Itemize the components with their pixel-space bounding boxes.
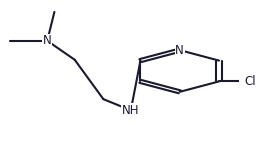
- Text: N: N: [43, 34, 52, 47]
- Text: Cl: Cl: [244, 75, 256, 88]
- Text: NH: NH: [122, 104, 140, 117]
- Text: N: N: [175, 44, 184, 57]
